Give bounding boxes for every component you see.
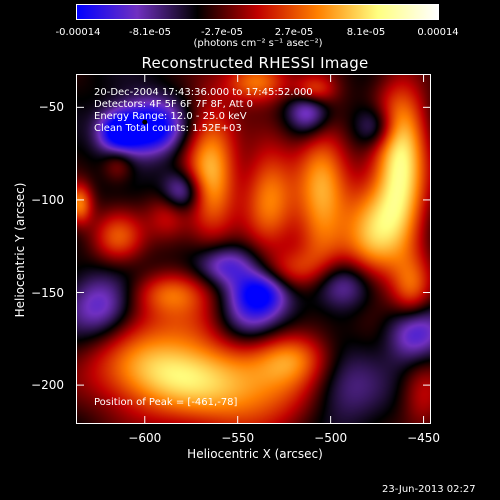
heatmap-image	[77, 75, 430, 423]
colorbar-tick-label: 8.1e-05	[346, 27, 386, 38]
y-tick-label: −200	[31, 378, 64, 393]
annotation-time-range: 20-Dec-2004 17:43:36.000 to 17:45:52.000	[94, 87, 313, 98]
colorbar-gradient	[76, 4, 439, 20]
annotation-clean-counts: Clean Total counts: 1.52E+03	[94, 123, 242, 134]
timestamp: 23-Jun-2013 02:27	[382, 484, 476, 495]
x-tick-label: −550	[221, 431, 255, 445]
source-marker	[142, 119, 148, 125]
colorbar-tick-label: 2.7e-05	[274, 27, 314, 38]
x-tick-label: −600	[128, 431, 162, 445]
colorbar-tick-label: -0.00014	[55, 27, 101, 38]
colorbar-tick-label: -8.1e-05	[129, 27, 171, 38]
x-tick-label: −450	[407, 431, 441, 445]
chart-title: Reconstructed RHESSI Image	[141, 54, 369, 72]
x-axis-label: Heliocentric X (arcsec)	[187, 447, 323, 461]
peak-position-label: Position of Peak = [-461,-78]	[94, 397, 238, 408]
y-tick-label: −150	[31, 285, 64, 300]
colorbar-tick-label: -2.7e-05	[201, 27, 243, 38]
colorbar-unit-label: (photons cm⁻² s⁻¹ asec⁻²)	[193, 38, 323, 49]
annotation-detectors: Detectors: 4F 5F 6F 7F 8F, Att 0	[94, 99, 254, 110]
plot-overlay	[76, 74, 431, 424]
annotation-energy-range: Energy Range: 12.0 - 25.0 keV	[94, 111, 247, 122]
y-axis-label: Heliocentric Y (arcsec)	[13, 182, 27, 318]
plot-area	[76, 74, 431, 424]
colorbar-tick-label: 0.00014	[417, 27, 459, 38]
y-tick-label: −50	[38, 100, 64, 115]
y-tick-label: −100	[31, 192, 64, 207]
x-tick-label: −500	[314, 431, 348, 445]
